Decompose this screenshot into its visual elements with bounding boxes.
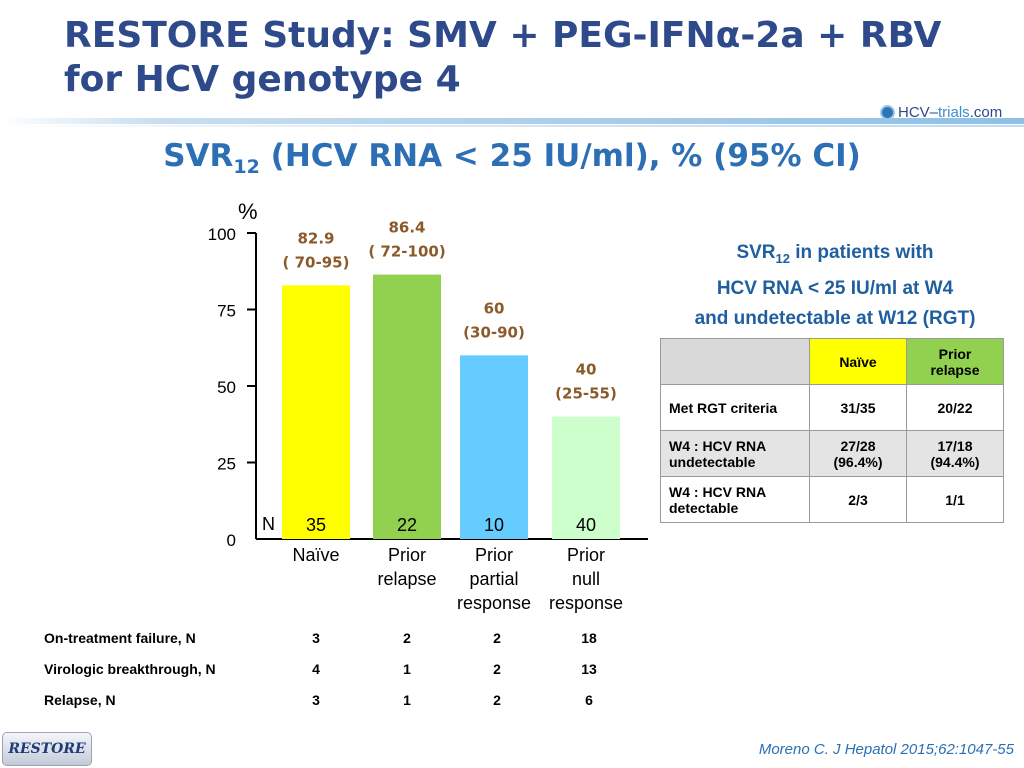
bar (460, 355, 528, 539)
chart-title-main: SVR (163, 138, 234, 174)
bottom-cell: 1 (403, 692, 411, 708)
rgt-row-label: W4 : HCV RNA undetectable (660, 430, 810, 477)
ci-label: ( 72-100) (368, 243, 445, 261)
category-label: Prior (475, 545, 513, 565)
side-panel-title: SVR12 in patients with HCV RNA < 25 IU/m… (660, 238, 1010, 334)
n-value: 22 (397, 515, 417, 535)
y-tick-label: 0 (227, 531, 236, 550)
bottom-cell: 13 (581, 661, 597, 677)
chart-title: SVR12 (HCV RNA < 25 IU/ml), % (95% CI) (0, 138, 1024, 178)
side-title-a: SVR (736, 242, 776, 263)
logo-prefix: HCV– (898, 103, 939, 121)
data-label: 60 (484, 299, 505, 317)
data-label: 86.4 (388, 219, 425, 237)
bottom-cell: 18 (581, 630, 597, 646)
ci-label: ( 70-95) (283, 253, 350, 271)
category-label: partial (469, 569, 518, 589)
data-label: 82.9 (297, 229, 334, 247)
restore-button[interactable]: RESTORE (2, 732, 92, 766)
rgt-cell-naive: 31/35 (809, 384, 907, 431)
logo-mid: trials (938, 103, 970, 121)
title-line-2: for HCV genotype 4 (64, 59, 461, 100)
side-title-line-3: and undetectable at W12 (RGT) (694, 307, 976, 329)
bar (552, 416, 620, 539)
rgt-row-label: Met RGT criteria (660, 384, 810, 431)
rgt-cell-prior: 1/1 (906, 476, 1004, 523)
table-row: W4 : HCV RNA detectable 2/3 1/1 (660, 476, 1004, 523)
rgt-cell-prior: 20/22 (906, 384, 1004, 431)
ci-label: (30-90) (463, 323, 525, 341)
category-label: response (549, 593, 623, 613)
n-value: 40 (576, 515, 596, 535)
logo-suffix: .com (969, 103, 1003, 121)
y-tick-label: 50 (217, 378, 236, 397)
rgt-cell-prior: 17/18 (94.4%) (906, 430, 1004, 477)
rgt-header-blank (660, 338, 810, 385)
bottom-cell: 2 (493, 661, 501, 677)
category-label: Naïve (292, 545, 339, 565)
y-tick-label: 25 (217, 455, 236, 474)
hcv-trials-logo: HCV– trials .com (880, 100, 1002, 124)
category-label: Prior (567, 545, 605, 565)
n-label: N (262, 514, 275, 534)
bottom-cell: 4 (312, 661, 320, 677)
bottom-cell: 2 (493, 630, 501, 646)
bottom-row-label: Relapse, N (44, 692, 116, 708)
citation: Moreno C. J Hepatol 2015;62:1047-55 (758, 741, 1014, 758)
category-label: Prior (388, 545, 426, 565)
chart-title-rest: (HCV RNA < 25 IU/ml), % (95% CI) (259, 138, 861, 174)
category-label: null (572, 569, 600, 589)
n-value: 10 (484, 515, 504, 535)
bottom-cell: 3 (312, 630, 320, 646)
logo-globe-icon (880, 104, 895, 120)
side-title-b: in patients with (789, 242, 934, 263)
header-divider-thin (0, 125, 1024, 127)
rgt-table: Naïve Prior relapse Met RGT criteria 31/… (660, 338, 1004, 523)
rgt-cell-naive: 2/3 (809, 476, 907, 523)
chart-title-subscript: 12 (233, 156, 260, 179)
rgt-row-label: W4 : HCV RNA detectable (660, 476, 810, 523)
y-axis-label: % (238, 199, 258, 224)
rgt-header-naive: Naïve (809, 338, 907, 385)
bottom-row-label: On-treatment failure, N (44, 630, 196, 646)
side-title-subscript: 12 (775, 250, 790, 266)
category-label: response (457, 593, 531, 613)
table-row: Met RGT criteria 31/35 20/22 (660, 384, 1004, 431)
table-row: W4 : HCV RNA undetectable 27/28 (96.4%) … (660, 430, 1004, 477)
bar (282, 285, 350, 539)
rgt-header-prior-relapse: Prior relapse (906, 338, 1004, 385)
data-label: 40 (576, 361, 597, 379)
bottom-cell: 3 (312, 692, 320, 708)
y-tick-label: 75 (217, 302, 236, 321)
title-line-1: RESTORE Study: SMV + PEG-IFNα-2a + RBV (64, 15, 942, 56)
header-divider (0, 118, 1024, 124)
n-value: 35 (306, 515, 326, 535)
rgt-table-header: Naïve Prior relapse (660, 338, 1004, 385)
slide-title: RESTORE Study: SMV + PEG-IFNα-2a + RBV f… (64, 14, 941, 102)
side-title-line-2: HCV RNA < 25 IU/ml at W4 (716, 277, 954, 299)
bar (373, 274, 441, 539)
rgt-cell-naive: 27/28 (96.4%) (809, 430, 907, 477)
y-tick-label: 100 (208, 225, 236, 244)
ci-label: (25-55) (555, 385, 617, 403)
bottom-cell: 2 (493, 692, 501, 708)
bottom-cell: 6 (585, 692, 593, 708)
bottom-row-label: Virologic breakthrough, N (44, 661, 216, 677)
category-label: relapse (377, 569, 436, 589)
bottom-cell: 2 (403, 630, 411, 646)
bottom-cell: 1 (403, 661, 411, 677)
